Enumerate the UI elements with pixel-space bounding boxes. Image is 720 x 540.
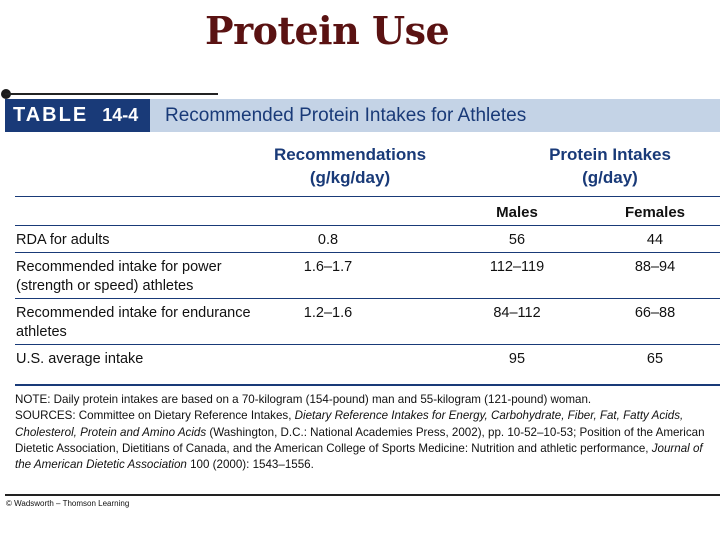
subheader-divider — [15, 225, 720, 226]
top-rule — [5, 93, 218, 95]
cell-endurance-females: 66–88 — [634, 305, 676, 321]
recommendations-header: Recommendations (g/kg/day) — [250, 143, 450, 189]
header-divider — [15, 196, 720, 197]
cell-us-average-females: 65 — [646, 351, 664, 367]
table-label: TABLE — [13, 104, 89, 126]
sources-title-2: Journal of the American Dietetic Associa… — [15, 441, 703, 472]
protein-intakes-header-line2: (g/day) — [582, 168, 638, 187]
cell-us-average-males: 95 — [508, 351, 526, 367]
recommendations-header-line1: Recommendations — [273, 145, 427, 164]
cell-rda-females: 44 — [646, 232, 664, 248]
table-notes: NOTE: Daily protein intakes are based on… — [15, 392, 715, 473]
row-divider — [15, 252, 720, 253]
row-label-endurance-line2: athletes — [16, 324, 67, 340]
row-label-power-line2: (strength or speed) athletes — [16, 278, 194, 294]
row-divider — [15, 298, 720, 299]
table-number: 14-4 — [102, 105, 139, 125]
protein-intakes-header-line1: Protein Intakes — [549, 145, 671, 164]
row-label-power: Recommended intake for power (strength o… — [16, 258, 301, 296]
note-text: NOTE: Daily protein intakes are based on… — [15, 393, 592, 406]
table-title: Recommended Protein Intakes for Athletes — [165, 105, 527, 126]
cell-rda-recommendation: 0.8 — [317, 232, 339, 248]
cell-rda-males: 56 — [508, 232, 526, 248]
recommendations-header-line2: (g/kg/day) — [309, 168, 391, 187]
protein-table: TABLE 14-4 Recommended Protein Intakes f… — [5, 99, 720, 499]
protein-intakes-header: Protein Intakes (g/day) — [510, 143, 710, 189]
table-bottom-rule — [15, 384, 720, 386]
row-label-power-line1: Recommended intake for power — [16, 259, 222, 275]
table-label-box: TABLE 14-4 — [5, 99, 150, 132]
cell-power-males: 112–119 — [489, 259, 545, 275]
row-label-us-average: U.S. average intake — [16, 351, 144, 367]
sources-text: SOURCES: Committee on Dietary Reference … — [15, 408, 715, 473]
sources-prefix: SOURCES: Committee on Dietary Reference … — [15, 409, 295, 423]
cell-power-recommendation: 1.6–1.7 — [303, 259, 353, 275]
sources-middle: (Washington, D.C.: National Academies Pr… — [15, 425, 705, 455]
males-subheader: Males — [496, 204, 538, 221]
row-label-rda: RDA for adults — [16, 232, 110, 248]
publisher-credit: © Wadsworth – Thomson Learning — [6, 499, 130, 508]
cell-endurance-males: 84–112 — [493, 305, 541, 321]
slide-title: Protein Use — [205, 8, 450, 53]
row-label-endurance-line1: Recommended intake for endurance — [16, 305, 251, 321]
cell-power-females: 88–94 — [634, 259, 676, 275]
row-divider — [15, 344, 720, 345]
females-subheader: Females — [624, 204, 686, 221]
sources-suffix: 100 (2000): 1543–1556. — [186, 458, 314, 472]
cell-endurance-recommendation: 1.2–1.6 — [303, 305, 353, 321]
sources-title-1: Dietary Reference Intakes for Energy, Ca… — [15, 409, 684, 439]
row-label-endurance: Recommended intake for endurance athlete… — [16, 304, 301, 342]
credit-rule — [5, 494, 720, 496]
